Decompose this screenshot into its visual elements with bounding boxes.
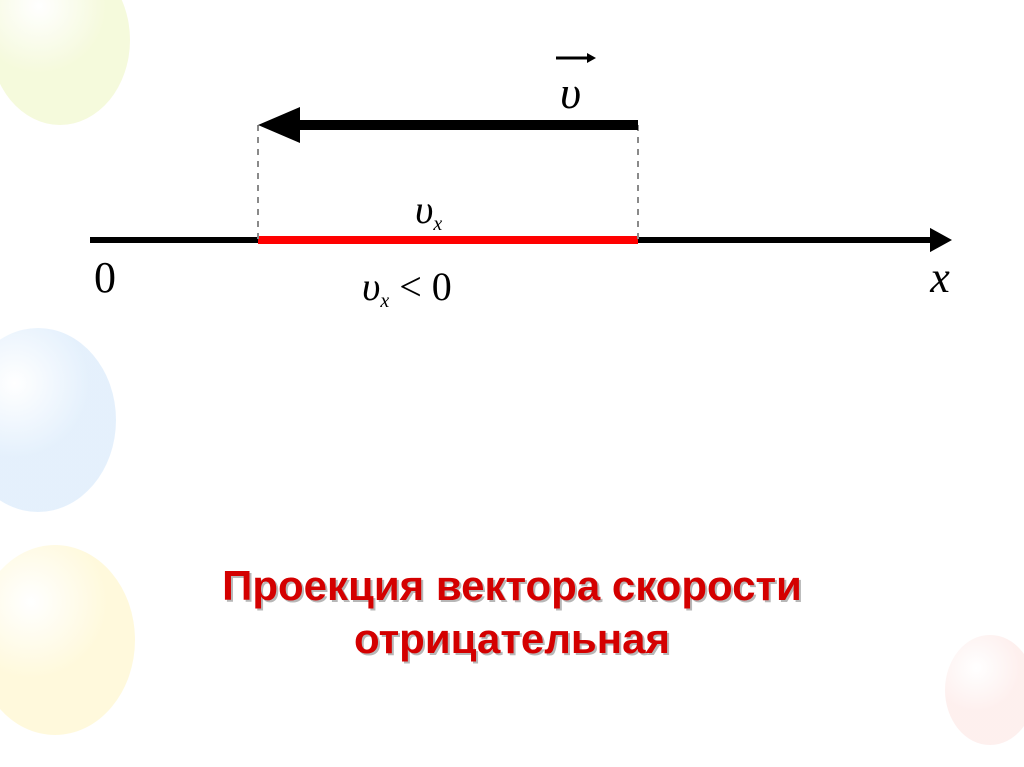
caption-line1: Проекция вектора скорости xyxy=(222,562,802,609)
projection-label: υx xyxy=(415,187,442,235)
caption-line2: отрицательная xyxy=(354,615,670,662)
projection-inequality: υx < 0 xyxy=(362,264,452,312)
caption-text: Проекция вектора скорости отрицательная xyxy=(0,560,1024,665)
origin-label: 0 xyxy=(94,253,116,302)
x-axis-arrowhead xyxy=(930,228,952,252)
velocity-vector-arrowhead xyxy=(258,107,300,143)
diagram-root: 0 x υx υx < 0 υ Проекция вектора скорости от… xyxy=(0,0,1024,767)
velocity-vector-label: υ xyxy=(560,67,581,118)
vector-overarrow-head xyxy=(587,53,596,63)
x-axis-label: x xyxy=(929,253,950,302)
